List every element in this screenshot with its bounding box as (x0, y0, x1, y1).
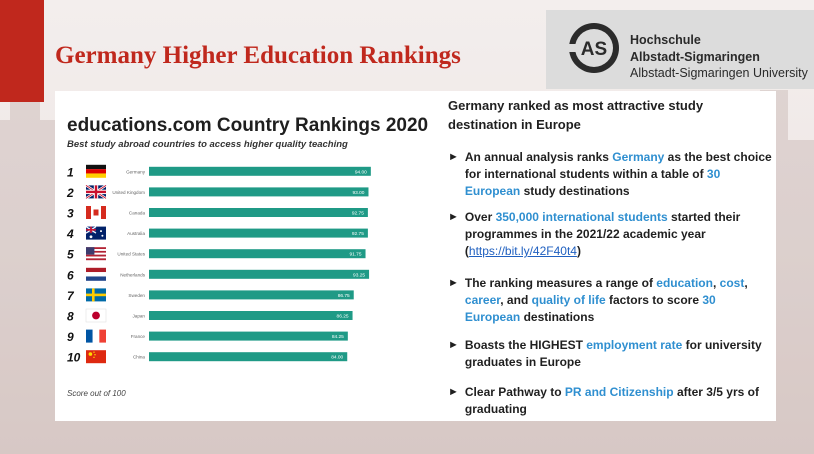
rank-number: 6 (67, 268, 74, 282)
bullet-students: ► Over 350,000 international students st… (448, 209, 773, 260)
bullet-arrow-icon: ► (448, 339, 459, 351)
tick-label: Canada (129, 211, 146, 216)
bullet-employment: ► Boasts the HIGHEST employment rate for… (448, 337, 773, 371)
rank-number: 3 (67, 207, 74, 221)
logo-line-3: Albstadt-Sigmaringen University (630, 66, 808, 80)
rank-number: 5 (67, 248, 74, 262)
data-label: 94.00 (355, 169, 367, 175)
bullet-arrow-icon: ► (448, 386, 459, 398)
bar (149, 166, 371, 176)
bar (149, 187, 369, 197)
accent-bar (0, 0, 44, 102)
germany-flag-icon (86, 164, 106, 178)
france-flag-icon (86, 329, 106, 343)
data-label: 86.75 (338, 293, 350, 299)
bullet-arrow-icon: ► (448, 151, 459, 163)
united-kingdom-flag-icon (85, 184, 107, 200)
china-flag-icon (86, 350, 106, 364)
japan-flag-icon (85, 308, 107, 323)
canada-flag-icon (86, 206, 106, 219)
university-logo: AS Hochschule Albstadt-Sigmaringen Albst… (546, 10, 814, 89)
bullet-arrow-icon: ► (448, 277, 459, 289)
tick-label: Netherlands (120, 272, 145, 277)
rank-number: 4 (66, 227, 74, 241)
data-label: 93.25 (353, 272, 365, 278)
bullet-measures: ► The ranking measures a range of educat… (448, 275, 773, 326)
bar (149, 228, 368, 238)
bullet-text: Boasts the HIGHEST employment rate for u… (464, 338, 762, 369)
bullet-text: The ranking measures a range of educatio… (464, 276, 748, 324)
tick-label: United Kingdom (112, 190, 145, 195)
bar (149, 331, 348, 341)
slide-title: Germany Higher Education Rankings (55, 42, 461, 69)
logo-mark-text: AS (581, 39, 607, 60)
bullet-arrow-icon: ► (448, 211, 459, 223)
bar (149, 249, 366, 259)
data-label: 92.75 (352, 231, 364, 237)
rank-number: 7 (67, 289, 75, 303)
bar (149, 269, 370, 279)
rank-number: 10 (67, 351, 81, 365)
content-card: educations.com Country Rankings 2020 Bes… (55, 91, 776, 421)
university-logo-icon: AS (568, 23, 619, 73)
australia-flag-icon (85, 226, 106, 240)
chart-subtitle: Best study abroad countries to access hi… (67, 139, 348, 150)
rank-number: 9 (67, 330, 74, 344)
source-link[interactable]: https://bit.ly/42F40t4 (468, 244, 577, 258)
data-label: 84.25 (332, 334, 344, 340)
sweden-flag-icon (86, 288, 106, 302)
tick-label: China (133, 355, 145, 360)
tick-label: Sweden (128, 293, 145, 298)
bar (149, 208, 368, 217)
data-label: 86.25 (337, 314, 349, 320)
ranking-bar-chart: 1 Germany 94.00 2 United Kingdom 93.00 3 Canada… (66, 164, 371, 365)
data-label: 91.75 (350, 252, 362, 258)
bullet-text: Clear Pathway to PR and Citizenship afte… (464, 385, 759, 416)
bar (149, 290, 354, 300)
bullet-pathway: ► Clear Pathway to PR and Citizenship af… (448, 384, 773, 418)
tick-label: France (131, 334, 146, 339)
data-label: 92.75 (352, 211, 364, 217)
logo-line-2: Albstadt-Sigmaringen (630, 50, 760, 64)
bullet-text: An annual analysis ranks Germany as the … (464, 150, 772, 198)
tick-label: Germany (126, 169, 146, 174)
logo-line-1: Hochschule (630, 33, 701, 47)
rank-number: 1 (67, 165, 74, 179)
data-label: 84.00 (331, 355, 343, 361)
netherlands-flag-icon (86, 267, 106, 281)
tick-label: United States (117, 252, 145, 257)
rank-number: 8 (67, 310, 74, 324)
tick-label: Japan (132, 314, 145, 319)
score-note: Score out of 100 (67, 389, 126, 398)
tick-label: Australia (127, 231, 145, 236)
rank-number: 2 (66, 186, 74, 200)
bar (149, 352, 348, 362)
bullet-ranking: ► An annual analysis ranks Germany as th… (448, 149, 773, 200)
right-heading: Germany ranked as most attractive study … (448, 98, 704, 132)
bullet-text: Over 350,000 international students star… (464, 210, 741, 258)
united-states-flag-icon (86, 247, 106, 261)
bar (149, 311, 353, 320)
data-label: 93.00 (352, 190, 364, 196)
chart-title: educations.com Country Rankings 2020 (67, 115, 429, 136)
